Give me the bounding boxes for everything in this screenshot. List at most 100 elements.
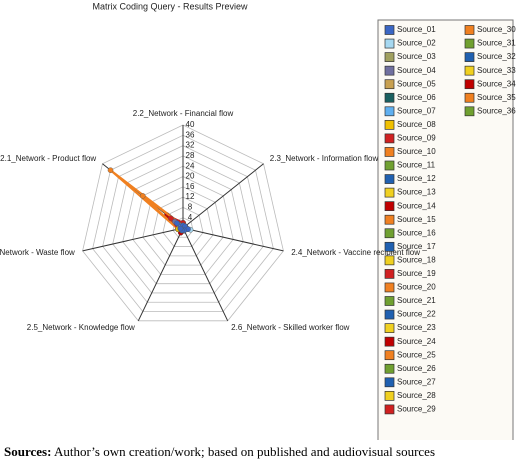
legend-label: Source_09: [397, 134, 436, 143]
legend-swatch: [384, 65, 395, 76]
legend-label: Source_02: [397, 39, 436, 48]
grid-ring: [132, 176, 234, 275]
grid-ring: [122, 165, 244, 285]
legend-swatch: [384, 79, 395, 90]
legend-label: Source_36: [477, 106, 516, 115]
legend-label: Source_18: [397, 255, 436, 264]
legend-label: Source_17: [397, 242, 436, 251]
legend-swatch: [384, 228, 395, 239]
legend-swatch: [384, 241, 395, 252]
legend-label: Source_27: [397, 377, 436, 386]
legend-label: Source_35: [477, 93, 516, 102]
legend-swatch: [384, 38, 395, 49]
axis-label: 2.5_Network - Knowledge flow: [27, 323, 135, 332]
chart: Matrix Coding Query - Results Preview 48…: [0, 1, 516, 456]
legend-swatch: [384, 214, 395, 225]
legend-label: Source_13: [397, 188, 436, 197]
legend-label: Source_21: [397, 296, 436, 305]
legend-label: Source_14: [397, 201, 436, 210]
legend-label: Source_12: [397, 174, 436, 183]
tick-label: 8: [188, 203, 193, 212]
legend-label: Source_29: [397, 405, 436, 414]
tick-label: 4: [188, 213, 193, 222]
point: [174, 220, 180, 226]
legend-label: Source_30: [477, 25, 516, 34]
legend-label: Source_01: [397, 25, 436, 34]
legend-swatch: [464, 52, 475, 62]
legend-swatch: [384, 133, 395, 144]
grid-ring: [112, 155, 254, 294]
legend-swatch: [384, 255, 395, 266]
legend-swatch: [384, 377, 395, 388]
axis-spoke: [137, 227, 184, 322]
legend-label: Source_22: [397, 310, 436, 319]
legend-label: Source_07: [397, 106, 436, 115]
legend-swatch: [384, 323, 395, 333]
legend-swatch: [464, 106, 475, 117]
legend-label: Source_33: [477, 66, 516, 75]
legend-swatch: [384, 187, 395, 198]
tick-label: 40: [186, 120, 195, 129]
grid-ring: [82, 124, 284, 322]
point: [168, 215, 174, 222]
legend-label: Source_28: [397, 391, 436, 400]
legend-swatch: [464, 92, 475, 103]
point: [177, 225, 184, 232]
tick-label: 12: [186, 192, 195, 201]
caption-text: Author’s own creation/work; based on pub…: [53, 444, 436, 459]
axis-spoke: [182, 227, 229, 322]
legend-label: Source_31: [477, 39, 516, 48]
tick-label: 16: [186, 182, 195, 191]
legend-swatch: [384, 391, 395, 401]
axis-spoke: [82, 227, 184, 252]
legend-label: Source_05: [397, 79, 436, 88]
legend-swatch: [384, 160, 395, 171]
legend-label: Source_11: [397, 161, 436, 170]
legend-label: Source_20: [397, 283, 436, 292]
tick-label: 32: [186, 141, 195, 150]
legend-swatch: [464, 79, 475, 90]
tick-label: 28: [186, 151, 195, 160]
legend-label: Source_03: [397, 52, 436, 61]
legend-swatch: [384, 106, 395, 117]
legend-swatch: [464, 65, 475, 76]
grid-ring: [92, 134, 274, 312]
chart-title: Matrix Coding Query - Results Preview: [92, 1, 248, 11]
legend-label: Source_06: [397, 93, 436, 102]
point: [139, 193, 146, 199]
legend-swatch: [384, 147, 395, 157]
axis-label: 2.4_Network - Vaccine recipient flow: [291, 248, 420, 257]
legend-swatch: [384, 350, 395, 361]
grid-ring: [102, 145, 264, 303]
axis-label: 2.7_Network - Waste flow: [0, 248, 75, 257]
legend-swatch: [384, 92, 395, 103]
point: [107, 167, 114, 174]
legend-swatch: [384, 404, 395, 415]
legend-swatch: [384, 296, 395, 306]
legend-swatch: [384, 269, 395, 279]
grid-ring: [142, 186, 224, 266]
legend-label: Source_19: [397, 269, 436, 278]
axis-label: 2.3_Network - Information flow: [270, 154, 379, 163]
legend-swatch: [384, 174, 395, 184]
legend-label: Source_16: [397, 228, 436, 237]
legend-label: Source_08: [397, 120, 436, 129]
legend-label: Source_32: [477, 52, 516, 61]
axis-label: 2.1_Network - Product flow: [0, 154, 96, 163]
legend-swatch: [384, 282, 395, 293]
tick-label: 36: [186, 130, 195, 139]
legend-swatch: [384, 119, 395, 130]
caption-label: Sources:: [4, 444, 52, 459]
axis-label: 2.6_Network - Skilled worker flow: [231, 323, 349, 332]
legend-label: Source_34: [477, 79, 516, 88]
legend-swatch: [384, 25, 395, 35]
legend-label: Source_04: [397, 66, 436, 75]
axis-label: 2.2_Network - Financial flow: [133, 109, 234, 118]
legend-label: Source_15: [397, 215, 436, 224]
legend-swatch: [384, 363, 395, 374]
grid-ring: [152, 196, 214, 257]
legend-label: Source_25: [397, 350, 436, 359]
legend-swatch: [464, 38, 475, 49]
legend-label: Source_24: [397, 337, 436, 346]
